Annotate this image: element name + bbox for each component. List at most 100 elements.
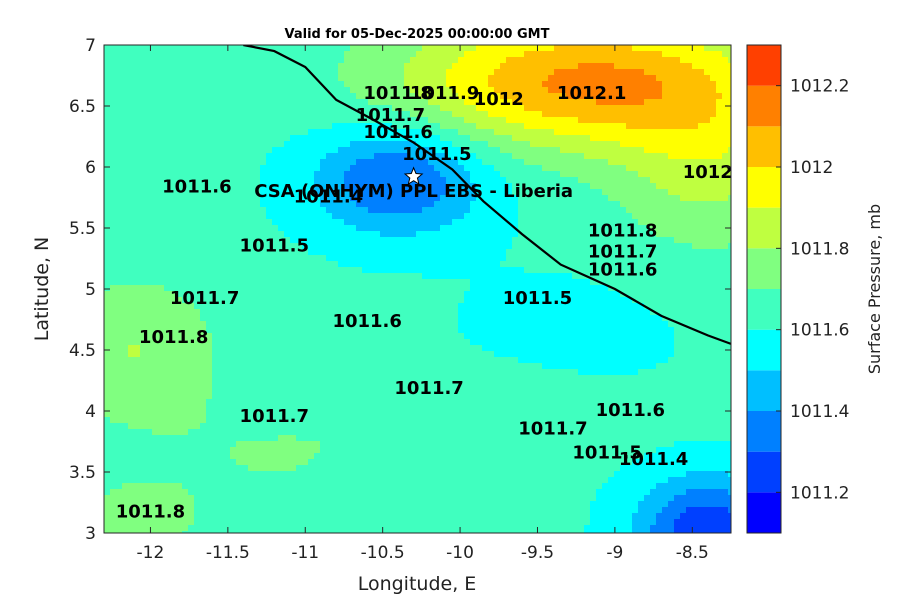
- field-cell: [728, 81, 731, 88]
- field-cell: [110, 219, 117, 226]
- field-cell: [290, 93, 297, 100]
- field-cell: [542, 111, 549, 118]
- field-cell: [338, 75, 345, 82]
- field-cell: [434, 141, 441, 148]
- field-cell: [458, 135, 465, 142]
- field-cell: [302, 225, 309, 232]
- field-cell: [230, 159, 237, 166]
- field-cell: [452, 75, 459, 82]
- field-cell: [494, 141, 501, 148]
- field-cell: [434, 273, 441, 280]
- field-cell: [344, 297, 351, 304]
- field-cell: [560, 315, 567, 322]
- field-cell: [404, 147, 411, 154]
- field-cell: [236, 309, 243, 316]
- field-cell: [380, 225, 387, 232]
- field-cell: [458, 123, 465, 130]
- field-cell: [620, 111, 627, 118]
- field-cell: [278, 249, 285, 256]
- field-cell: [422, 255, 429, 262]
- field-cell: [218, 201, 225, 208]
- field-cell: [194, 117, 201, 124]
- field-cell: [296, 207, 303, 214]
- field-cell: [212, 99, 219, 106]
- field-cell: [194, 183, 201, 190]
- field-cell: [440, 57, 447, 64]
- field-cell: [536, 87, 543, 94]
- field-cell: [470, 165, 477, 172]
- field-cell: [476, 225, 483, 232]
- field-cell: [668, 261, 675, 268]
- field-cell: [572, 93, 579, 100]
- field-cell: [434, 225, 441, 232]
- field-cell: [392, 279, 399, 286]
- field-cell: [194, 261, 201, 268]
- field-cell: [410, 237, 417, 244]
- field-cell: [392, 327, 399, 334]
- field-cell: [152, 195, 159, 202]
- field-cell: [560, 105, 567, 112]
- field-cell: [236, 141, 243, 148]
- field-cell: [422, 231, 429, 238]
- field-cell: [560, 69, 567, 76]
- field-cell: [710, 189, 717, 196]
- field-cell: [356, 81, 363, 88]
- field-cell: [266, 291, 273, 298]
- field-cell: [122, 117, 129, 124]
- field-cell: [260, 279, 267, 286]
- field-cell: [278, 285, 285, 292]
- field-cell: [530, 45, 537, 52]
- field-cell: [206, 75, 213, 82]
- field-cell: [206, 231, 213, 238]
- field-cell: [452, 171, 459, 178]
- field-cell: [404, 105, 411, 112]
- field-cell: [662, 183, 669, 190]
- field-cell: [536, 183, 543, 190]
- field-cell: [338, 219, 345, 226]
- field-cell: [200, 219, 207, 226]
- field-cell: [698, 207, 705, 214]
- field-cell: [140, 195, 147, 202]
- field-cell: [146, 45, 153, 52]
- field-cell: [578, 87, 585, 94]
- field-cell: [152, 261, 159, 268]
- field-cell: [614, 183, 621, 190]
- field-cell: [698, 123, 705, 130]
- field-cell: [632, 105, 639, 112]
- field-cell: [380, 219, 387, 226]
- field-cell: [338, 255, 345, 262]
- field-cell: [140, 225, 147, 232]
- field-cell: [164, 285, 171, 292]
- field-cell: [338, 45, 345, 52]
- field-cell: [704, 255, 711, 262]
- field-cell: [638, 237, 645, 244]
- field-cell: [614, 105, 621, 112]
- field-cell: [728, 273, 731, 280]
- field-cell: [716, 177, 723, 184]
- field-cell: [542, 147, 549, 154]
- field-cell: [242, 147, 249, 154]
- field-cell: [248, 177, 255, 184]
- field-cell: [110, 129, 117, 136]
- field-cell: [662, 309, 669, 316]
- field-cell: [644, 297, 651, 304]
- field-cell: [560, 237, 567, 244]
- field-cell: [698, 243, 705, 250]
- field-cell: [374, 135, 381, 142]
- field-cell: [452, 195, 459, 202]
- field-cell: [134, 111, 141, 118]
- field-cell: [440, 99, 447, 106]
- field-cell: [626, 225, 633, 232]
- field-cell: [212, 69, 219, 76]
- field-cell: [104, 237, 111, 244]
- field-cell: [200, 117, 207, 124]
- field-cell: [608, 105, 615, 112]
- field-cell: [716, 159, 723, 166]
- field-cell: [722, 291, 729, 298]
- field-cell: [182, 189, 189, 196]
- field-cell: [464, 177, 471, 184]
- field-cell: [344, 213, 351, 220]
- field-cell: [644, 177, 651, 184]
- field-cell: [338, 279, 345, 286]
- field-cell: [146, 291, 153, 298]
